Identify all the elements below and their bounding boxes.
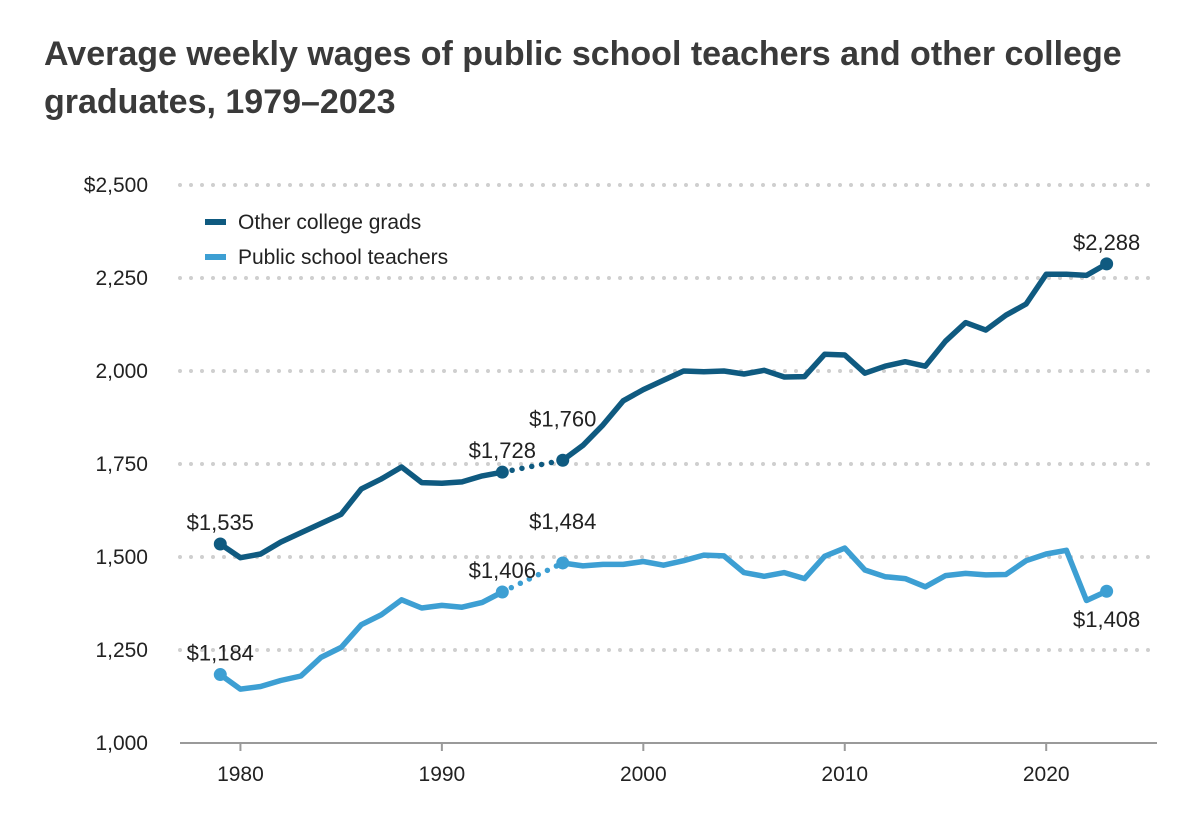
y-tick-label: $2,500 — [84, 174, 148, 197]
x-tick-label: 2000 — [620, 763, 667, 786]
data-label: $1,760 — [529, 406, 596, 431]
x-tick-label: 1990 — [419, 763, 466, 786]
data-point-marker — [1100, 257, 1114, 271]
y-tick-label: 1,000 — [95, 732, 148, 755]
data-label: $1,184 — [187, 641, 254, 666]
legend: Other college grads Public school teacher… — [205, 211, 448, 269]
data-label: $1,408 — [1073, 607, 1140, 632]
legend-label: Other college grads — [238, 211, 421, 234]
grid-lines — [178, 183, 1159, 652]
series-line-0-late — [559, 261, 1110, 464]
legend-label: Public school teachers — [238, 246, 448, 269]
data-point-marker — [556, 556, 570, 570]
data-label: $1,406 — [469, 558, 536, 583]
chart-title: Average weekly wages of public school te… — [44, 35, 1122, 121]
data-label: $2,288 — [1073, 230, 1140, 255]
y-tick-label: 1,750 — [95, 453, 148, 476]
data-point-marker — [495, 465, 509, 479]
y-tick-label: 1,250 — [95, 639, 148, 662]
data-point-marker — [1100, 584, 1114, 598]
data-label: $1,484 — [529, 509, 596, 534]
y-tick-label: 1,500 — [95, 546, 148, 569]
series-line-0-early — [217, 464, 506, 561]
series-gap-connector — [499, 457, 566, 475]
data-point-marker — [213, 668, 227, 682]
data-point-marker — [495, 585, 509, 599]
y-tick-label: 2,000 — [95, 360, 148, 383]
series-line-1-early — [217, 589, 506, 692]
data-label: $1,728 — [469, 438, 536, 463]
y-tick-label: 2,250 — [95, 267, 148, 290]
data-point-marker — [556, 453, 570, 467]
series-line-1-late — [559, 545, 1110, 604]
x-tick-label: 1980 — [217, 763, 264, 786]
data-labels: $1,535 $1,728 $1,760 $2,288 $1,184 $1,406 $1,4… — [187, 230, 1141, 666]
series-gap-connector — [499, 560, 566, 595]
series-lines — [213, 257, 1114, 692]
data-label: $1,535 — [187, 510, 254, 535]
data-point-marker — [213, 537, 227, 551]
x-tick-label: 2020 — [1023, 763, 1070, 786]
x-tick-label: 2010 — [821, 763, 868, 786]
axes: 1,000 1,250 1,500 1,750 2,000 2,250 $2,500 1980… — [84, 174, 1157, 786]
